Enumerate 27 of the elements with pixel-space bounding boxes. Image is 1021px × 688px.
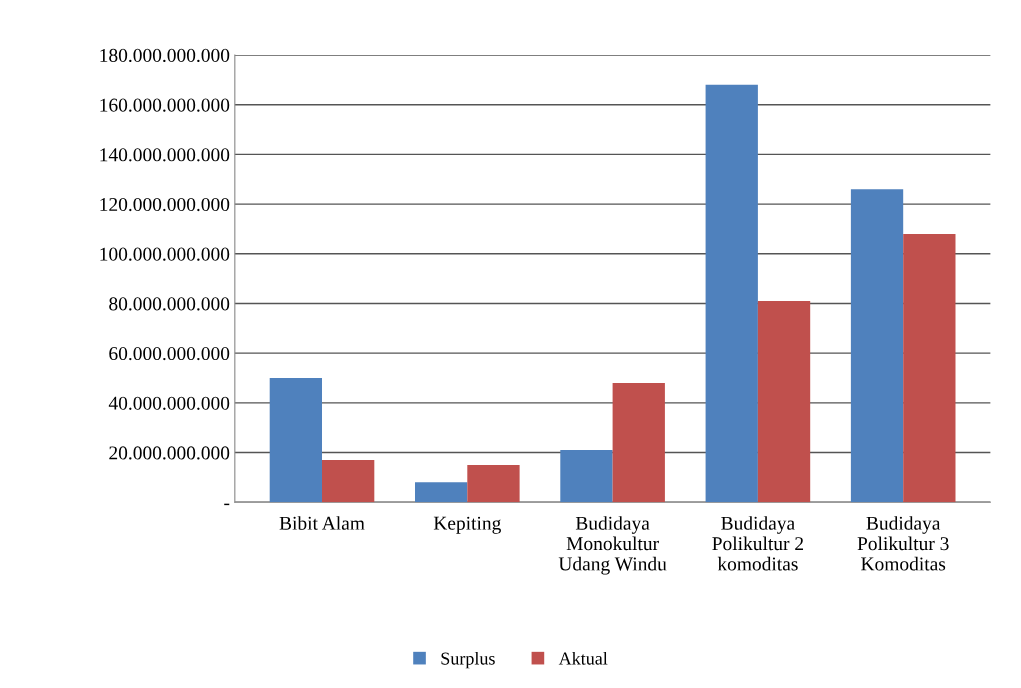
x-tick-label: Bibit Alam [279,516,365,530]
bar [560,450,613,503]
x-tick-label: Budidaya Polikultur 2 komoditas [712,516,804,571]
y-tick-label: 180.000.000.000 [100,48,230,63]
legend-label: Surplus [441,651,495,669]
bar [850,189,904,503]
bar [269,378,323,503]
x-tick-label: Kepiting [433,516,501,534]
bar [705,84,758,503]
bar [467,464,520,503]
x-tick-label: Budidaya Monokultur Udang Windu [558,516,667,575]
y-tick-label: 120.000.000.000 [100,197,230,212]
bar [757,301,811,503]
y-tick-label: 40.000.000.000 [108,396,230,410]
y-tick-label: 140.000.000.000 [100,148,230,162]
bar [322,460,375,503]
bar [415,482,468,503]
y-tick-label: 60.000.000.000 [109,346,230,361]
y-tick-label: 20.000.000.000 [109,446,230,460]
x-tick-label: Budidaya Polikultur 3 Komoditas [857,516,949,571]
y-tick-label: 80.000.000.000 [109,297,230,311]
legend-label: Aktual [558,651,608,665]
y-tick-label: - [224,503,230,506]
y-tick-label: 160.000.000.000 [100,98,230,112]
bar [903,233,956,503]
bar [612,382,665,503]
y-tick-label: 100.000.000.000 [100,247,230,261]
